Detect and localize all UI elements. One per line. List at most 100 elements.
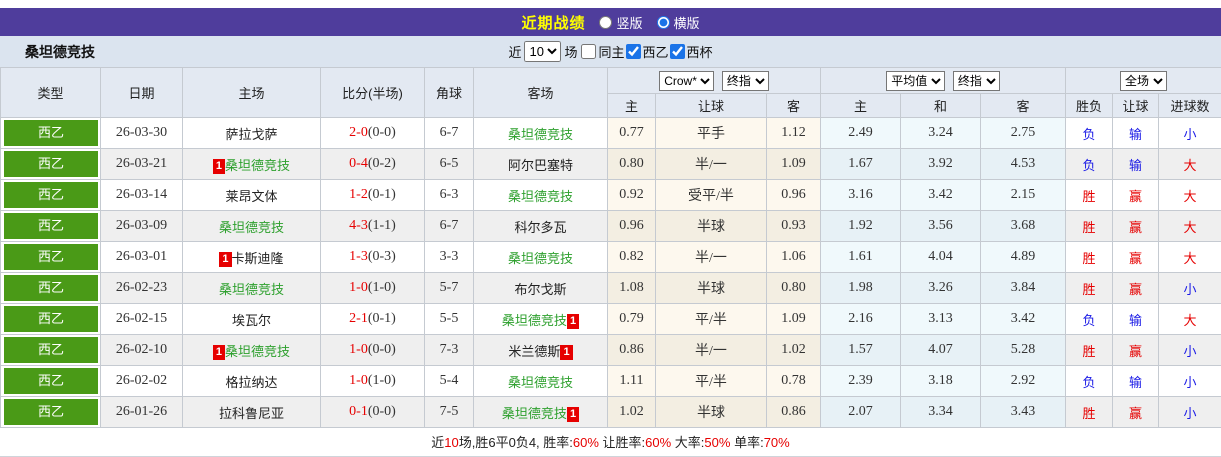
handicap-line-cell: 半球 [656, 211, 767, 242]
handicap-result-cell: 输 [1113, 366, 1159, 397]
home-team-name: 埃瓦尔 [232, 313, 271, 328]
handicap-away-odds-cell: 0.93 [767, 211, 821, 242]
horizontal-radio-label: 横版 [674, 13, 700, 32]
summary-footer: 近10场,胜6平0负4, 胜率:60% 让胜率:60% 大率:50% 单率:70… [0, 428, 1221, 457]
handicap-home-odds-cell: 0.77 [608, 118, 656, 149]
league-badge: 西乙 [4, 399, 98, 425]
europe-home-odds-cell: 1.67 [821, 149, 901, 180]
match-count-select[interactable]: 10 [524, 41, 561, 62]
home-team-name: 莱昂文体 [225, 189, 277, 204]
handicap-result-cell: 输 [1113, 304, 1159, 335]
half-time-score: (1-0) [368, 280, 396, 295]
odds-company-select[interactable]: Crow* [659, 71, 714, 91]
handicap-line-cell: 半/一 [656, 149, 767, 180]
handicap-away-odds-cell: 0.86 [767, 397, 821, 428]
home-team-name: 桑坦德竞技 [219, 282, 284, 297]
handicap-result-cell: 赢 [1113, 273, 1159, 304]
europe-draw-odds-cell: 3.42 [901, 180, 981, 211]
europe-draw-odds-cell: 3.13 [901, 304, 981, 335]
home-team-name: 桑坦德竞技 [219, 220, 284, 235]
layout-radio-horizontal[interactable]: 横版 [657, 13, 700, 32]
checkbox-input-1[interactable] [626, 44, 641, 59]
league-badge: 西乙 [4, 182, 98, 208]
europe-draw-odds-cell: 3.18 [901, 366, 981, 397]
league-type-cell: 西乙 [1, 211, 101, 242]
odds-time-select-2[interactable]: 终指 [953, 71, 1000, 91]
away-team-name: 桑坦德竞技 [508, 375, 573, 390]
handicap-line-cell: 半球 [656, 273, 767, 304]
europe-away-odds-cell: 2.75 [981, 118, 1066, 149]
summary-segment: 场,胜6平0负4, 胜率: [459, 435, 573, 450]
europe-away-odds-cell: 3.42 [981, 304, 1066, 335]
goals-result-cell: 大 [1159, 211, 1221, 242]
win-loss-cell: 胜 [1066, 335, 1113, 366]
match-date-cell: 26-03-01 [101, 242, 183, 273]
summary-segment: 大率: [671, 435, 704, 450]
away-team-cell: 阿尔巴塞特 [474, 149, 608, 180]
league-badge: 西乙 [4, 244, 98, 270]
handicap-home-odds-cell: 1.02 [608, 397, 656, 428]
summary-segment: 60% [645, 435, 671, 450]
header-europe-away: 客 [981, 94, 1066, 118]
header-handicap-result: 让球 [1113, 94, 1159, 118]
red-card-badge: 1 [560, 345, 572, 360]
europe-home-odds-cell: 1.92 [821, 211, 901, 242]
away-team-name: 米兰德斯 [508, 344, 560, 359]
checkbox-input-0[interactable] [581, 44, 596, 59]
filter-checkbox-0[interactable]: 同主 [580, 42, 624, 61]
europe-draw-odds-cell: 3.34 [901, 397, 981, 428]
odds-time-select-1[interactable]: 终指 [722, 71, 769, 91]
europe-away-odds-cell: 2.92 [981, 366, 1066, 397]
win-loss-cell: 负 [1066, 304, 1113, 335]
header-europe-draw: 和 [901, 94, 981, 118]
near-label: 近 [508, 42, 521, 61]
score-cell: 0-1(0-0) [321, 397, 425, 428]
corners-cell: 5-4 [425, 366, 474, 397]
league-type-cell: 西乙 [1, 118, 101, 149]
europe-away-odds-cell: 3.68 [981, 211, 1066, 242]
layout-radio-vertical[interactable]: 竖版 [599, 13, 642, 32]
checkbox-input-2[interactable] [670, 44, 685, 59]
europe-home-odds-cell: 1.57 [821, 335, 901, 366]
europe-draw-odds-cell: 4.07 [901, 335, 981, 366]
header-score: 比分(半场) [321, 68, 425, 118]
full-time-score: 4-3 [349, 218, 368, 233]
away-team-name: 桑坦德竞技 [508, 189, 573, 204]
score-cell: 2-1(0-1) [321, 304, 425, 335]
scope-select[interactable]: 全场 [1120, 71, 1167, 91]
away-team-name: 科尔多瓦 [514, 220, 566, 235]
home-team-cell: 桑坦德竞技 [183, 211, 321, 242]
europe-away-odds-cell: 5.28 [981, 335, 1066, 366]
handicap-away-odds-cell: 1.09 [767, 304, 821, 335]
handicap-home-odds-cell: 0.79 [608, 304, 656, 335]
home-team-cell: 萨拉戈萨 [183, 118, 321, 149]
home-team-name: 桑坦德竞技 [225, 344, 290, 359]
matches-label: 场 [564, 42, 577, 61]
handicap-home-odds-cell: 0.86 [608, 335, 656, 366]
europe-avg-select[interactable]: 平均值 [886, 71, 945, 91]
header-handicap-home: 主 [608, 94, 656, 118]
full-time-score: 2-1 [349, 311, 368, 326]
corners-cell: 7-3 [425, 335, 474, 366]
match-date-cell: 26-02-02 [101, 366, 183, 397]
handicap-home-odds-cell: 1.08 [608, 273, 656, 304]
handicap-away-odds-cell: 1.09 [767, 149, 821, 180]
away-team-name: 桑坦德竞技 [508, 127, 573, 142]
horizontal-radio-input[interactable] [657, 16, 670, 29]
away-team-cell: 布尔戈斯 [474, 273, 608, 304]
header-home: 主场 [183, 68, 321, 118]
filter-checkbox-1[interactable]: 西乙 [625, 42, 669, 61]
win-loss-cell: 胜 [1066, 242, 1113, 273]
corners-cell: 3-3 [425, 242, 474, 273]
vertical-radio-input[interactable] [599, 16, 612, 29]
win-loss-cell: 胜 [1066, 273, 1113, 304]
score-cell: 4-3(1-1) [321, 211, 425, 242]
filter-checkbox-2[interactable]: 西杯 [669, 42, 713, 61]
handicap-result-cell: 赢 [1113, 242, 1159, 273]
red-card-badge: 1 [219, 252, 231, 267]
match-date-cell: 26-03-09 [101, 211, 183, 242]
